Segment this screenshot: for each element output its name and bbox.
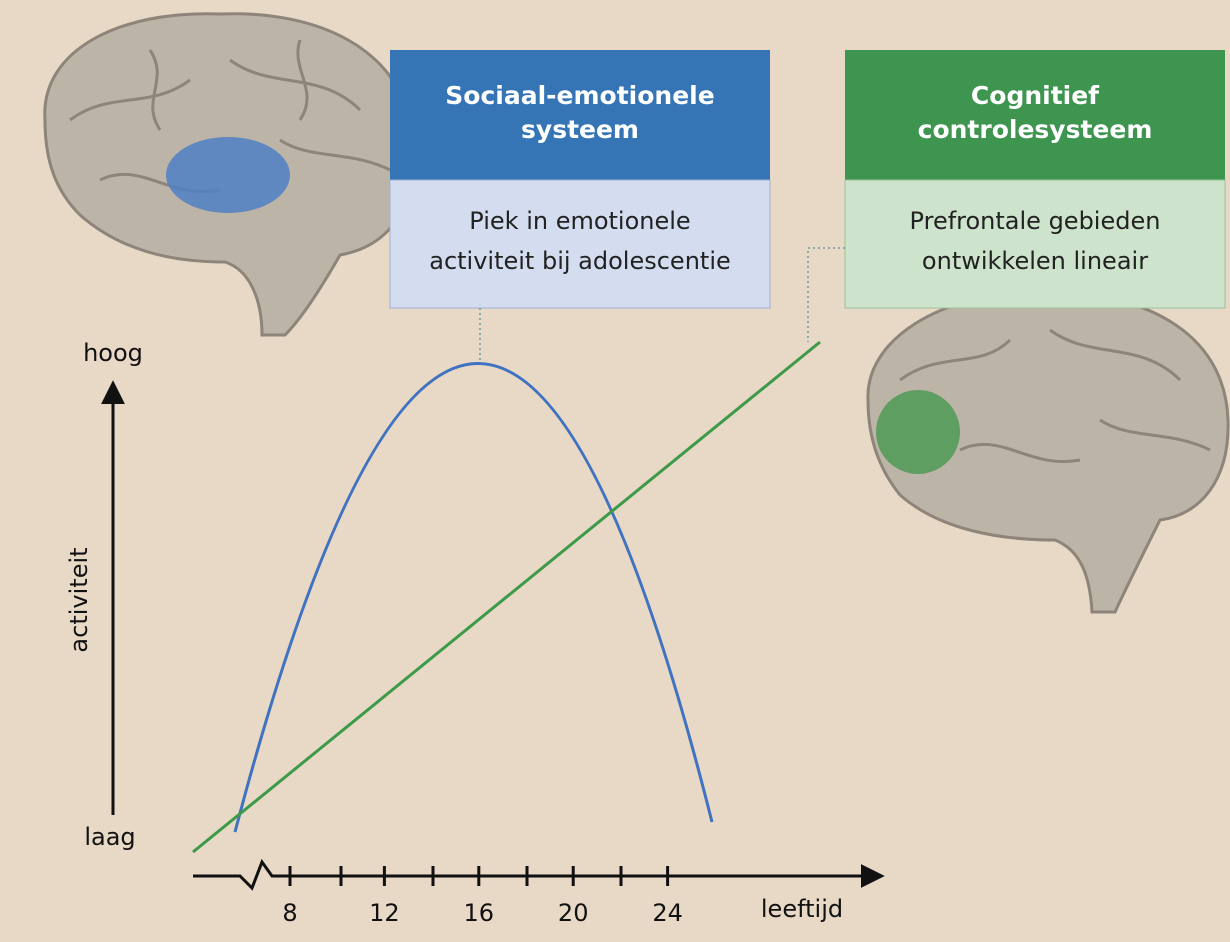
- y-high: hoog: [83, 339, 143, 367]
- box-body: [845, 180, 1225, 308]
- y-label: activiteit: [65, 547, 93, 652]
- box-title: controlesysteem: [918, 115, 1153, 144]
- x-tick-label: 16: [464, 899, 495, 927]
- diagram: Sociaal-emotionele systeem Piek in emoti…: [0, 0, 1230, 942]
- y-low: laag: [84, 823, 135, 851]
- x-label: leeftijd: [761, 895, 843, 923]
- box-text: Piek in emotionele: [469, 207, 690, 235]
- box-title: Sociaal-emotionele: [445, 81, 714, 110]
- x-tick-label: 12: [369, 899, 400, 927]
- box-title: Cognitief: [971, 81, 1100, 110]
- x-tick-label: 20: [558, 899, 589, 927]
- box-body: [390, 180, 770, 308]
- box-title: systeem: [521, 115, 639, 144]
- box-text: Prefrontale gebieden: [910, 207, 1161, 235]
- x-tick-label: 8: [282, 899, 297, 927]
- x-tick-label: 24: [652, 899, 683, 927]
- box-text: activiteit bij adolescentie: [429, 247, 731, 275]
- box-text: ontwikkelen lineair: [922, 247, 1148, 275]
